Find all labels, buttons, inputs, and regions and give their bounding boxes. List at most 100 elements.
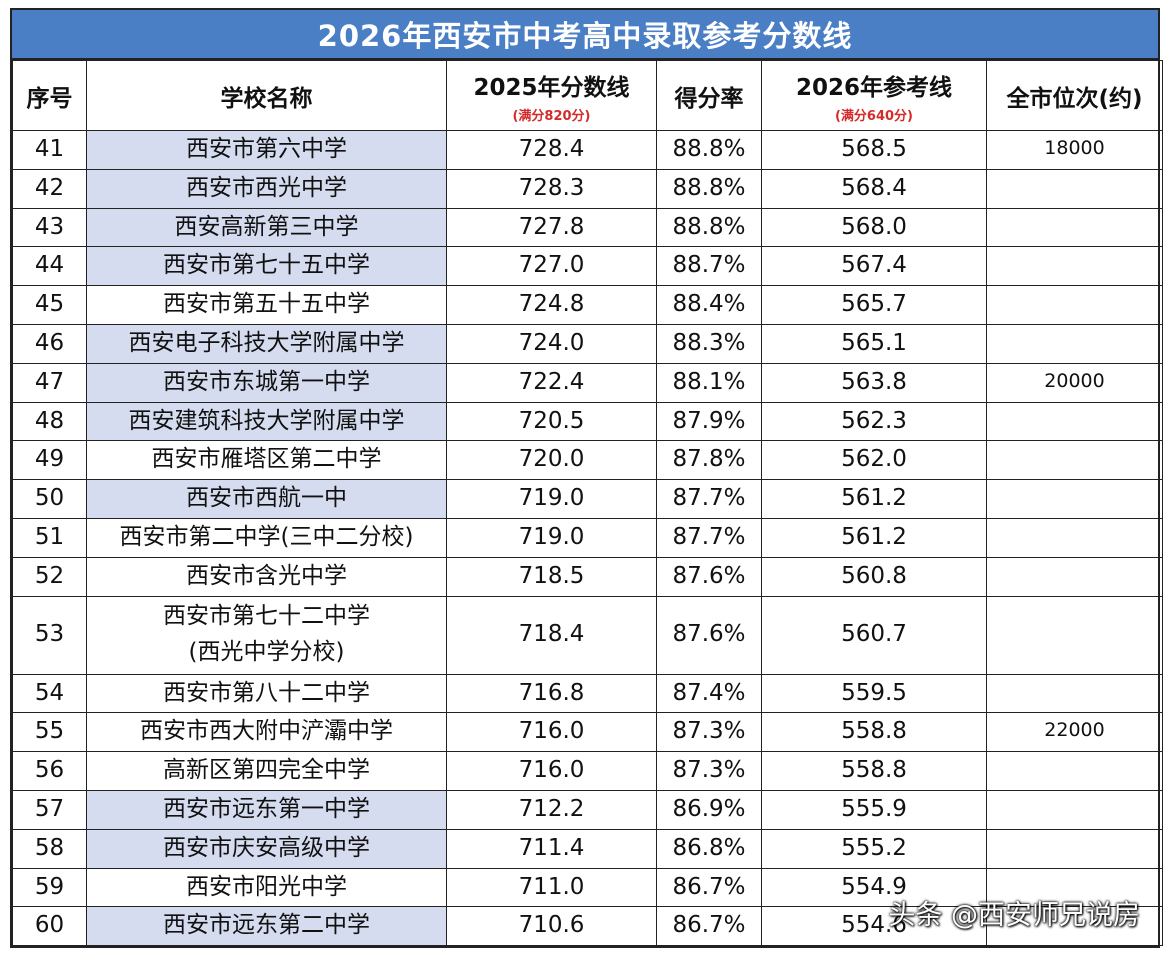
cell-rank bbox=[986, 401, 1163, 442]
cell-rate: 88.3% bbox=[656, 323, 762, 364]
cell-school: 西安市西大附中浐灞中学 bbox=[86, 712, 447, 753]
cell-ref2026: 555.2 bbox=[761, 828, 987, 869]
school-name: 西安建筑科技大学附属中学 bbox=[128, 407, 405, 434]
table-row: 60 西安市远东第二中学 710.6 86.7% 554.6 bbox=[12, 906, 1163, 947]
cell-rank bbox=[986, 828, 1163, 869]
header-rate: 得分率 bbox=[656, 60, 762, 131]
cell-seq: 55 bbox=[12, 712, 87, 753]
cell-score2025: 720.5 bbox=[446, 401, 657, 442]
cell-ref2026: 562.3 bbox=[761, 401, 987, 442]
cell-score2025: 724.8 bbox=[446, 285, 657, 325]
score-table: 序号 学校名称 2025年分数线 (满分820分) 得分率 2026年参考线 (… bbox=[12, 60, 1163, 947]
header-score2025-label: 2025年分数线 bbox=[473, 74, 630, 101]
cell-rate: 87.4% bbox=[656, 673, 762, 714]
cell-seq: 59 bbox=[12, 867, 87, 908]
school-name: 高新区第四完全中学 bbox=[163, 757, 370, 784]
header-rank: 全市位次(约) bbox=[986, 60, 1163, 131]
cell-school: 西安市第七十五中学 bbox=[86, 246, 447, 287]
cell-score2025: 727.0 bbox=[446, 246, 657, 287]
table-row: 58 西安市庆安高级中学 711.4 86.8% 555.2 bbox=[12, 828, 1163, 869]
cell-rate: 87.7% bbox=[656, 517, 762, 558]
cell-ref2026: 561.2 bbox=[761, 479, 987, 519]
header-school: 学校名称 bbox=[86, 60, 447, 131]
cell-school: 西安市远东第一中学 bbox=[86, 789, 447, 830]
cell-school: 西安市西光中学 bbox=[86, 168, 447, 209]
cell-school: 西安市庆安高级中学 bbox=[86, 828, 447, 869]
school-name: 西安市雁塔区第二中学 bbox=[151, 446, 382, 473]
cell-rate: 86.7% bbox=[656, 867, 762, 908]
cell-rank bbox=[986, 595, 1163, 675]
school-name: 西安市庆安高级中学 bbox=[163, 834, 370, 861]
cell-rate: 87.7% bbox=[656, 479, 762, 519]
header-ref2026-sub: (满分640分) bbox=[834, 108, 914, 124]
cell-ref2026: 568.0 bbox=[761, 207, 987, 248]
score-table-sheet: 2026年西安市中考高中录取参考分数线 序号 学校名称 2025年分数线 (满分… bbox=[10, 8, 1163, 948]
cell-seq: 51 bbox=[12, 517, 87, 558]
cell-ref2026: 555.9 bbox=[761, 789, 987, 830]
cell-score2025: 728.3 bbox=[446, 168, 657, 209]
cell-ref2026: 563.8 bbox=[761, 362, 987, 403]
cell-rate: 87.9% bbox=[656, 401, 762, 442]
cell-school: 西安建筑科技大学附属中学 bbox=[86, 401, 447, 442]
table-row: 43 西安高新第三中学 727.8 88.8% 568.0 bbox=[12, 207, 1163, 248]
watermark: 头条 @西安师兄说房 bbox=[888, 893, 1140, 932]
header-seq: 序号 bbox=[12, 60, 87, 131]
cell-rank: 22000 bbox=[986, 712, 1163, 753]
table-title: 2026年西安市中考高中录取参考分数线 bbox=[12, 10, 1158, 60]
cell-school: 西安市阳光中学 bbox=[86, 867, 447, 908]
cell-seq: 47 bbox=[12, 362, 87, 403]
cell-seq: 43 bbox=[12, 207, 87, 248]
header-row: 序号 学校名称 2025年分数线 (满分820分) 得分率 2026年参考线 (… bbox=[12, 60, 1163, 131]
table-row: 54 西安市第八十二中学 716.8 87.4% 559.5 bbox=[12, 673, 1163, 714]
cell-rank bbox=[986, 285, 1163, 325]
cell-seq: 50 bbox=[12, 479, 87, 519]
cell-seq: 42 bbox=[12, 168, 87, 209]
header-ref2026-label: 2026年参考线 bbox=[795, 74, 952, 101]
cell-score2025: 711.0 bbox=[446, 867, 657, 908]
cell-rank bbox=[986, 168, 1163, 209]
cell-seq: 57 bbox=[12, 789, 87, 830]
school-name: 西安市阳光中学 bbox=[186, 873, 347, 900]
cell-school: 西安市第七十二中学 (西光中学分校) bbox=[86, 595, 447, 675]
cell-school: 西安市东城第一中学 bbox=[86, 362, 447, 403]
school-name: 西安高新第三中学 bbox=[174, 213, 359, 240]
table-row: 50 西安市西航一中 719.0 87.7% 561.2 bbox=[12, 479, 1163, 519]
cell-seq: 45 bbox=[12, 285, 87, 325]
cell-rate: 86.9% bbox=[656, 789, 762, 830]
school-name: 西安市西光中学 bbox=[186, 174, 347, 201]
cell-ref2026: 568.4 bbox=[761, 168, 987, 209]
cell-seq: 52 bbox=[12, 556, 87, 597]
table-row: 48 西安建筑科技大学附属中学 720.5 87.9% 562.3 bbox=[12, 401, 1163, 442]
school-name: 西安市含光中学 bbox=[186, 562, 347, 589]
cell-seq: 48 bbox=[12, 401, 87, 442]
cell-rank: 18000 bbox=[986, 130, 1163, 170]
cell-score2025: 727.8 bbox=[446, 207, 657, 248]
cell-ref2026: 554.6 bbox=[761, 906, 987, 947]
cell-ref2026: 568.5 bbox=[761, 130, 987, 170]
cell-rank: 20000 bbox=[986, 362, 1163, 403]
cell-ref2026: 558.8 bbox=[761, 751, 987, 791]
cell-school: 西安市雁塔区第二中学 bbox=[86, 440, 447, 481]
school-name-line2: (西光中学分校) bbox=[188, 639, 345, 666]
cell-rate: 87.8% bbox=[656, 440, 762, 481]
cell-rank bbox=[986, 556, 1163, 597]
cell-school: 西安市远东第二中学 bbox=[86, 906, 447, 947]
cell-seq: 58 bbox=[12, 828, 87, 869]
cell-ref2026: 565.1 bbox=[761, 323, 987, 364]
table-row: 47 西安市东城第一中学 722.4 88.1% 563.8 20000 bbox=[12, 362, 1163, 403]
cell-school: 西安市第二中学(三中二分校) bbox=[86, 517, 447, 558]
cell-score2025: 719.0 bbox=[446, 517, 657, 558]
cell-score2025: 718.5 bbox=[446, 556, 657, 597]
table-row: 57 西安市远东第一中学 712.2 86.9% 555.9 bbox=[12, 789, 1163, 830]
cell-score2025: 716.0 bbox=[446, 712, 657, 753]
cell-rank bbox=[986, 906, 1163, 947]
cell-school: 西安市第八十二中学 bbox=[86, 673, 447, 714]
cell-rate: 86.8% bbox=[656, 828, 762, 869]
cell-seq: 49 bbox=[12, 440, 87, 481]
cell-rate: 88.8% bbox=[656, 168, 762, 209]
cell-ref2026: 560.8 bbox=[761, 556, 987, 597]
header-score2025: 2025年分数线 (满分820分) bbox=[446, 60, 657, 131]
cell-rate: 88.8% bbox=[656, 130, 762, 170]
cell-school: 高新区第四完全中学 bbox=[86, 751, 447, 791]
cell-school: 西安市含光中学 bbox=[86, 556, 447, 597]
